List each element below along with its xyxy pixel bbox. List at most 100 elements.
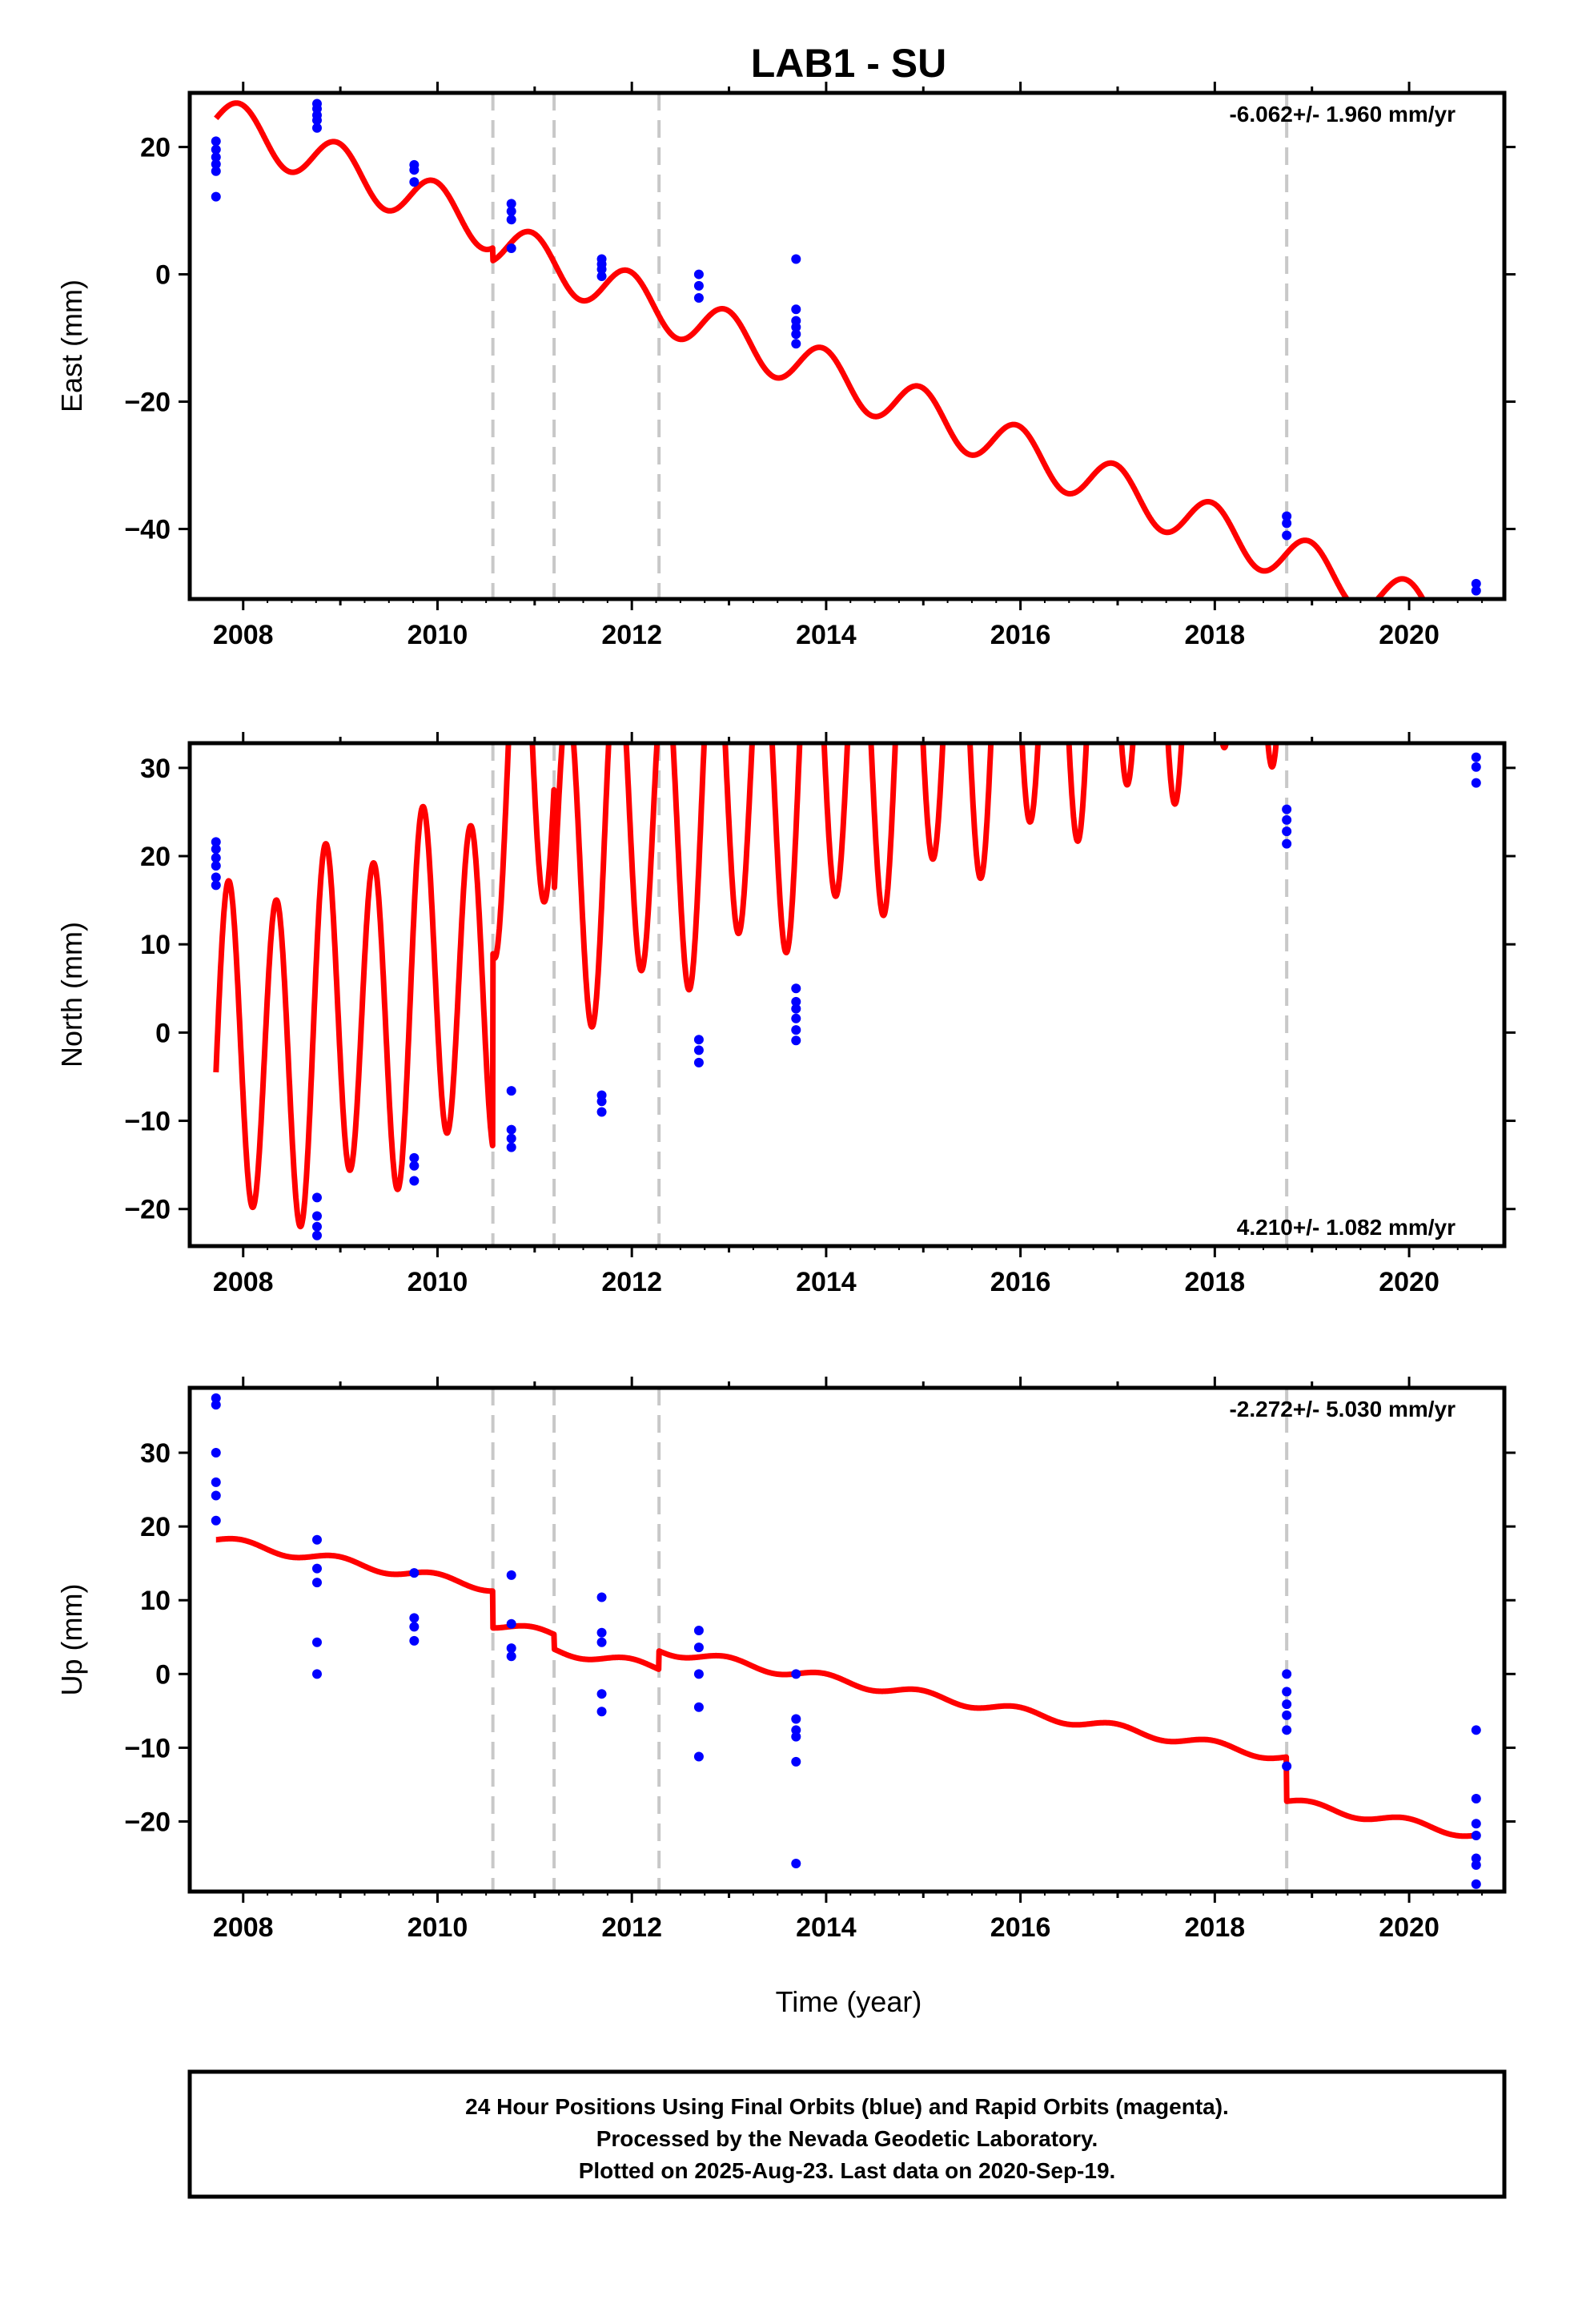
data-points-up [211, 1393, 1481, 1889]
data-point [311, 1578, 322, 1588]
model-curve-east [213, 100, 1427, 599]
data-point [693, 280, 704, 291]
data-point [791, 996, 801, 1007]
data-point [311, 1221, 322, 1232]
data-point [1282, 804, 1292, 814]
rate-label-north: 4.210+/- 1.082 mm/yr [1237, 1215, 1456, 1240]
x-tick-label: 2010 [408, 1267, 468, 1297]
x-tick-label: 2008 [213, 620, 274, 650]
data-point [211, 1448, 221, 1458]
data-point [596, 1592, 607, 1602]
data-point [506, 1570, 516, 1580]
x-tick-label: 2010 [408, 1912, 468, 1943]
data-point [1282, 826, 1292, 837]
data-point [693, 1669, 704, 1679]
data-point [596, 1090, 607, 1100]
data-point [409, 159, 420, 170]
data-point [311, 1669, 322, 1679]
y-tick-label: −20 [124, 1195, 171, 1225]
y-tick-label: −20 [124, 1807, 171, 1838]
data-point [506, 1618, 516, 1629]
data-point [1471, 1853, 1481, 1864]
caption-line-2: Processed by the Nevada Geodetic Laborat… [596, 2126, 1098, 2151]
model-curve-up [213, 1535, 1480, 1839]
data-point [1282, 1761, 1292, 1771]
data-point [596, 1637, 607, 1647]
axes-frame-north [187, 741, 1507, 1248]
y-tick-label: −10 [124, 1107, 171, 1137]
x-tick-label: 2016 [990, 1267, 1051, 1297]
data-point [211, 872, 221, 883]
y-axis-label-north: North (mm) [55, 922, 88, 1068]
data-point [311, 99, 322, 109]
data-point [211, 191, 221, 202]
data-point [311, 1534, 322, 1545]
data-point [311, 1637, 322, 1647]
panel-east: 2008 2010 2012 2014 2016 2018 2020200−20−40Eas… [55, 82, 1516, 650]
y-tick-label: 20 [140, 1512, 171, 1542]
x-tick-label: 2008 [213, 1267, 274, 1297]
data-point [791, 304, 801, 315]
data-point [211, 837, 221, 847]
data-point [409, 1622, 420, 1632]
data-point [211, 166, 221, 176]
data-point [596, 1627, 607, 1638]
data-point [506, 199, 516, 209]
y-axis-label-east: East (mm) [55, 279, 88, 412]
y-tick-label: 0 [155, 1018, 171, 1048]
x-tick-label: 2012 [601, 1912, 662, 1943]
x-tick-label: 2018 [1185, 620, 1246, 650]
x-tick-label: 2016 [990, 620, 1051, 650]
caption-line-1: 24 Hour Positions Using Final Orbits (bl… [465, 2094, 1229, 2119]
y-tick-label: 0 [155, 260, 171, 291]
data-point [693, 1057, 704, 1068]
y-tick-label: 30 [140, 1438, 171, 1469]
data-point [311, 1211, 322, 1221]
data-point [409, 1152, 420, 1163]
data-point [506, 1142, 516, 1152]
data-point [791, 1725, 801, 1735]
data-point [1282, 1699, 1292, 1710]
chart-title: LAB1 - SU [751, 41, 946, 86]
data-point [791, 339, 801, 349]
y-tick-label: −20 [124, 388, 171, 418]
data-point [1471, 1831, 1481, 1841]
axes-frame-east [187, 90, 1507, 601]
x-tick-label: 2014 [796, 620, 857, 650]
data-point [506, 206, 516, 216]
data-point [596, 271, 607, 281]
data-point [1471, 585, 1481, 596]
data-point [791, 1003, 801, 1014]
data-point [311, 1563, 322, 1574]
data-point [791, 1669, 801, 1679]
data-point [791, 1756, 801, 1767]
data-point [211, 144, 221, 155]
data-point [211, 159, 221, 170]
data-point [791, 1714, 801, 1724]
data-point [1282, 1710, 1292, 1720]
data-point [1282, 1669, 1292, 1679]
data-point [1282, 530, 1292, 541]
caption-box: 24 Hour Positions Using Final Orbits (bl… [187, 2069, 1507, 2199]
data-point [211, 1400, 221, 1410]
y-axis-label-up: Up (mm) [55, 1584, 88, 1696]
data-point [1471, 1879, 1481, 1889]
x-tick-label: 2020 [1379, 1267, 1439, 1297]
data-point [791, 316, 801, 326]
data-point [409, 177, 420, 187]
data-point [211, 844, 221, 854]
model-curve-north [213, 743, 1279, 1230]
data-point [211, 1393, 221, 1403]
data-point [693, 1045, 704, 1055]
y-tick-label: 30 [140, 754, 171, 784]
data-point [791, 1025, 801, 1035]
data-point [1471, 578, 1481, 589]
data-point [211, 880, 221, 891]
data-point [693, 1625, 704, 1635]
y-tick-label: 20 [140, 133, 171, 163]
data-point [791, 1859, 801, 1869]
panels: 2008 2010 2012 2014 2016 2018 2020200−20−40Eas… [55, 82, 1516, 1943]
data-point [791, 329, 801, 340]
x-tick-label: 2014 [796, 1267, 857, 1297]
y-tick-label: 0 [155, 1659, 171, 1690]
